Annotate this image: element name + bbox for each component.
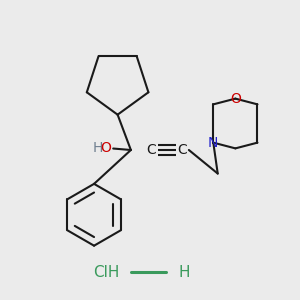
Text: N: N: [208, 136, 218, 150]
Text: O: O: [230, 92, 241, 106]
Text: H: H: [92, 141, 103, 155]
Text: O: O: [100, 141, 111, 155]
Text: C: C: [147, 143, 156, 157]
Text: ClH: ClH: [93, 265, 119, 280]
Text: C: C: [178, 143, 187, 157]
Text: H: H: [178, 265, 190, 280]
